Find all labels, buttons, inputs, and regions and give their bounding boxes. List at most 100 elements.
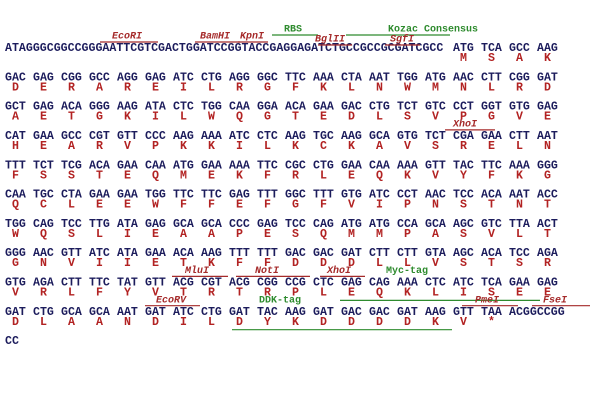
codon: ACG <box>229 276 250 289</box>
amino-acid: L <box>404 257 411 270</box>
amino-acid: D <box>544 81 551 94</box>
amino-acid: H <box>12 140 19 153</box>
dna-leader: CC <box>5 335 19 348</box>
amino-acid: A <box>376 140 383 153</box>
amino-acid: V <box>460 316 467 329</box>
codon: GAG <box>33 71 54 84</box>
amino-acid: Y <box>124 286 131 299</box>
codon: CCT <box>397 189 418 202</box>
codon: ATA <box>145 101 166 114</box>
codon: GTT <box>117 130 138 143</box>
amino-acid: L <box>376 111 383 124</box>
amino-acid: G <box>264 111 271 124</box>
amino-acid: Q <box>12 199 19 212</box>
codon: CTA <box>341 71 362 84</box>
codon: CGC <box>285 159 306 172</box>
amino-acid: A <box>180 228 187 241</box>
amino-acid: P <box>236 228 243 241</box>
amino-acid: A <box>208 228 215 241</box>
codon: CAG <box>313 218 334 231</box>
codon: CGG <box>509 71 530 84</box>
amino-acid: F <box>488 169 495 182</box>
amino-acid: K <box>208 257 215 270</box>
amino-acid: M <box>460 52 467 65</box>
codon: AGA <box>33 276 54 289</box>
codon: CTT <box>397 247 418 260</box>
amino-acid: E <box>236 199 243 212</box>
codon: TGC <box>33 189 54 202</box>
codon: CTG <box>313 159 334 172</box>
codon: AAC <box>33 247 54 260</box>
codon: GTT <box>453 306 474 319</box>
codon: AAG <box>425 306 446 319</box>
amino-acid: L <box>432 286 439 299</box>
amino-acid: E <box>320 111 327 124</box>
codon: GTT <box>61 247 82 260</box>
amino-acid: F <box>264 199 271 212</box>
codon: GAT <box>313 306 334 319</box>
amino-acid: Q <box>376 286 383 299</box>
amino-acid: F <box>292 81 299 94</box>
amino-acid: D <box>292 257 299 270</box>
amino-acid: Q <box>236 111 243 124</box>
codon: GGC <box>257 71 278 84</box>
codon: ACA <box>481 189 502 202</box>
annotation-label: NotI <box>255 266 279 277</box>
annotation-label: RBS <box>284 25 302 36</box>
codon: GCT <box>5 101 26 114</box>
amino-acid: G <box>96 111 103 124</box>
amino-acid: E <box>264 228 271 241</box>
amino-acid: L <box>516 140 523 153</box>
codon: GCA <box>89 306 110 319</box>
amino-acid: K <box>516 169 523 182</box>
amino-acid: F <box>264 257 271 270</box>
codon: ATG <box>173 159 194 172</box>
codon: GAA <box>89 189 110 202</box>
codon: TCT <box>33 159 54 172</box>
amino-acid: D <box>348 316 355 329</box>
codon: TCT <box>425 130 446 143</box>
amino-acid: V <box>152 286 159 299</box>
codon: GAA <box>201 159 222 172</box>
amino-acid: W <box>12 228 19 241</box>
codon: GAT <box>537 71 558 84</box>
amino-acid: L <box>40 316 47 329</box>
annotation-label: BamHI <box>200 32 230 43</box>
codon: TCC <box>61 218 82 231</box>
codon: TTC <box>481 159 502 172</box>
codon: TTG <box>89 218 110 231</box>
amino-acid: E <box>544 286 551 299</box>
codon: GAG <box>145 71 166 84</box>
amino-acid: I <box>96 257 103 270</box>
codon: AAA <box>397 276 418 289</box>
codon: GCA <box>173 218 194 231</box>
amino-acid: G <box>488 111 495 124</box>
codon: CTG <box>33 306 54 319</box>
amino-acid: D <box>12 81 19 94</box>
amino-acid: W <box>404 81 411 94</box>
amino-acid: C <box>40 199 47 212</box>
codon: TCA <box>481 276 502 289</box>
amino-acid: A <box>96 316 103 329</box>
amino-acid: L <box>96 228 103 241</box>
codon: AGC <box>453 218 474 231</box>
amino-acid: E <box>96 199 103 212</box>
codon: GAG <box>33 101 54 114</box>
codon: TAC <box>453 159 474 172</box>
codon: AAA <box>509 159 530 172</box>
codon: AAG <box>341 130 362 143</box>
amino-acid: R <box>40 286 47 299</box>
amino-acid: T <box>544 199 551 212</box>
amino-acid: D <box>348 257 355 270</box>
amino-acid: K <box>292 140 299 153</box>
amino-acid: M <box>180 169 187 182</box>
amino-acid: T <box>96 169 103 182</box>
amino-acid: Q <box>320 228 327 241</box>
amino-acid: R <box>68 81 75 94</box>
amino-acid: L <box>348 81 355 94</box>
amino-acid: L <box>264 140 271 153</box>
amino-acid: N <box>40 257 47 270</box>
amino-acid: E <box>40 81 47 94</box>
amino-acid: L <box>180 111 187 124</box>
amino-acid: K <box>236 169 243 182</box>
